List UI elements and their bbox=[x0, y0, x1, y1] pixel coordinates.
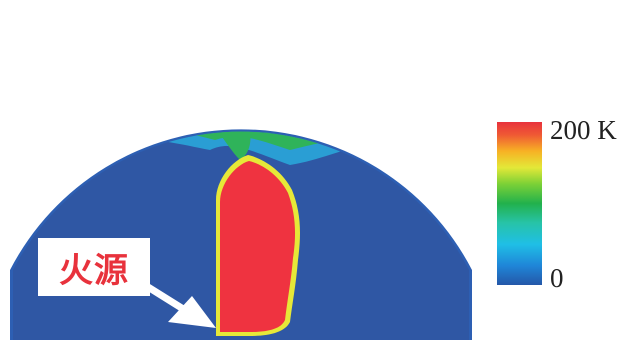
plume-core bbox=[185, 20, 304, 77]
plume-orange bbox=[165, 27, 321, 100]
fire-column-core bbox=[220, 161, 296, 333]
left-wisp bbox=[35, 168, 59, 190]
plume-yellow bbox=[150, 30, 341, 119]
colorbar-max-label: 200 K bbox=[550, 115, 617, 145]
colorbar-min-label: 0 bbox=[550, 263, 564, 293]
plume-stem bbox=[207, 131, 251, 160]
colorbar bbox=[497, 122, 542, 285]
fire-source-label: 火源 bbox=[38, 238, 150, 296]
